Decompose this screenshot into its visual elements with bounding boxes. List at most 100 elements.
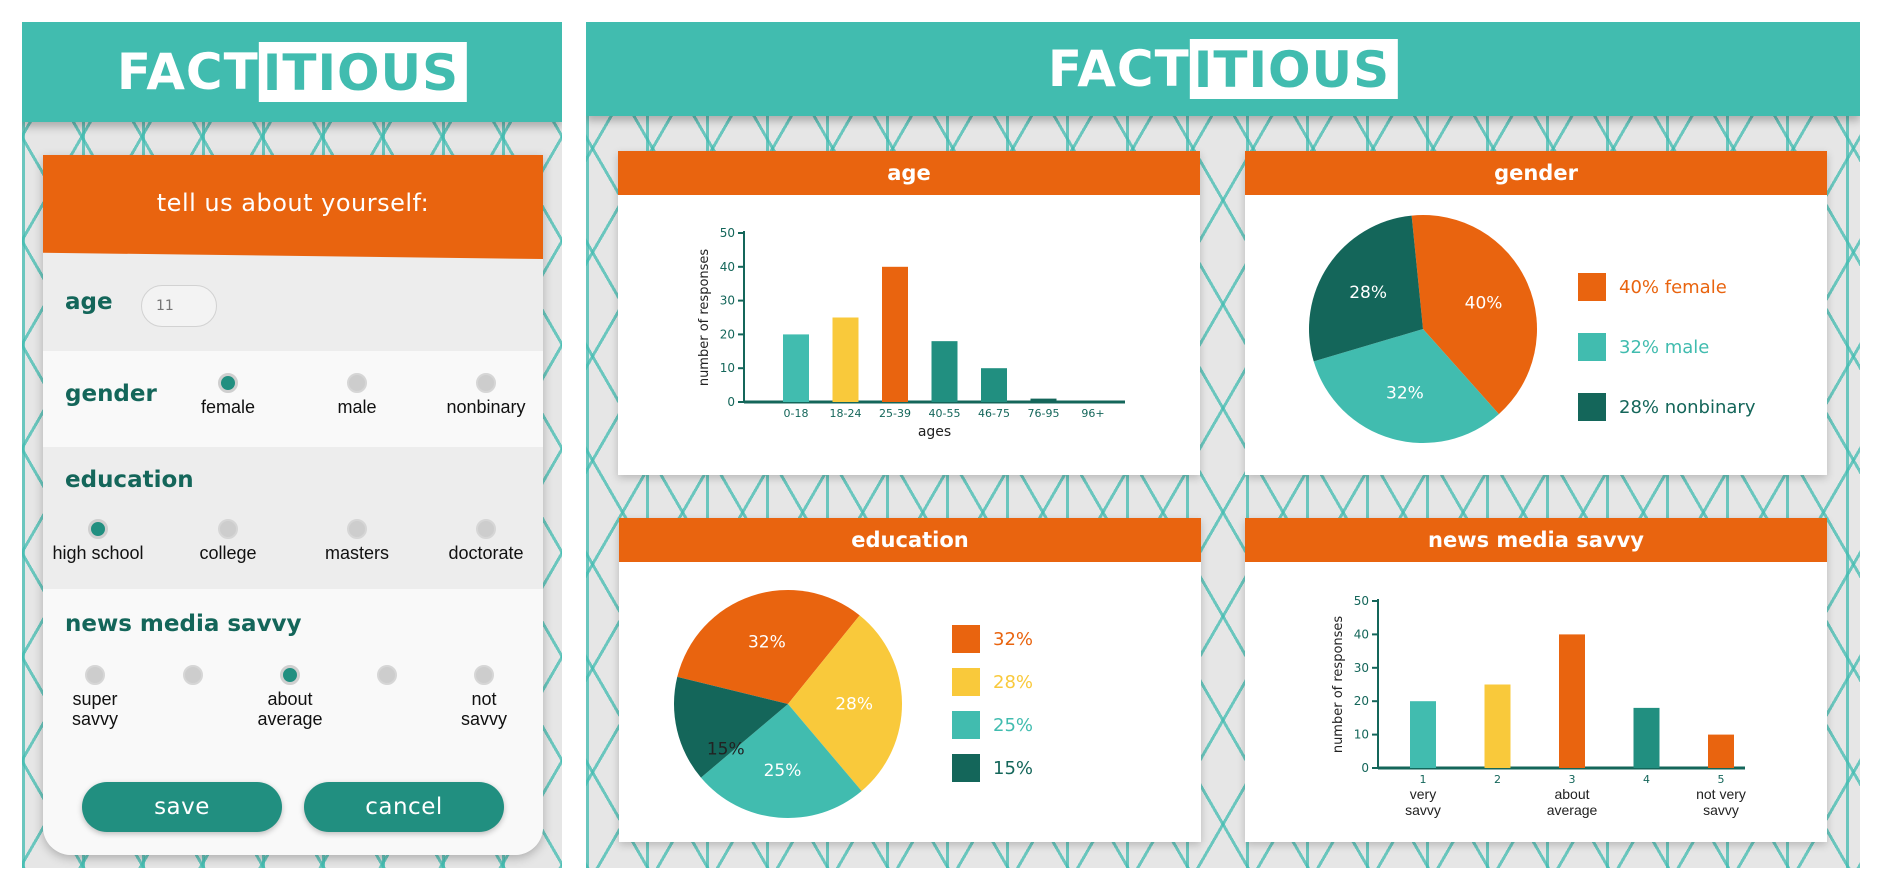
- savvy-radio-5[interactable]: [474, 665, 494, 685]
- x-tick-label: 1: [1420, 773, 1427, 786]
- gender-radio-male[interactable]: [347, 373, 367, 393]
- x-tick-label: 76-95: [1028, 407, 1060, 420]
- y-axis-label: number of responses: [1331, 616, 1346, 754]
- savvy-chart-title: news media savvy: [1245, 518, 1827, 562]
- education-radio-college[interactable]: [218, 519, 238, 539]
- education-radio-doctorate[interactable]: [476, 519, 496, 539]
- y-tick-label: 30: [720, 294, 735, 308]
- gender-option-label: nonbinary: [446, 397, 526, 417]
- legend-swatch: [1578, 273, 1606, 301]
- education-label: education: [65, 467, 194, 493]
- form-banner: tell us about yourself:: [43, 155, 543, 259]
- pie-slice: [788, 615, 902, 792]
- savvy-label: news media savvy: [65, 611, 302, 637]
- x-tick-label: 25-39: [879, 407, 911, 420]
- legend-swatch: [1578, 333, 1606, 361]
- y-tick-label: 30: [1354, 661, 1369, 675]
- age-input[interactable]: [141, 285, 217, 327]
- savvy-option-1[interactable]: super savvy: [43, 665, 150, 729]
- form-card: tell us about yourself: age gender femal…: [43, 155, 543, 855]
- age-section: age: [43, 259, 543, 351]
- legend-swatch: [952, 711, 980, 739]
- y-tick-label: 50: [1354, 594, 1369, 608]
- logo: FACT ITIOUS: [1048, 39, 1399, 99]
- pie-slice-label: 15%: [707, 740, 745, 760]
- age-bar-chart: 0 10 20 30 40 50 number of responses 0-18 18-24 2…: [697, 226, 1125, 440]
- gender-option-male[interactable]: male: [302, 373, 412, 417]
- legend-swatch: [1578, 393, 1606, 421]
- gender-radio-female[interactable]: [218, 373, 238, 393]
- y-tick-label: 0: [1361, 761, 1369, 775]
- dashboard-panel: FACT ITIOUS age 0 10 20 30 40 50 number of resp…: [586, 22, 1860, 868]
- x-tick-label: 4: [1643, 773, 1650, 786]
- pie-slice: [674, 676, 788, 778]
- gender-chart-card: gender 40% 32% 28% 40% female 32% male 28% no…: [1245, 151, 1827, 475]
- y-tick-label: 10: [1354, 728, 1369, 742]
- gender-option-female[interactable]: female: [173, 373, 283, 417]
- x-tick-label: 40-55: [929, 407, 961, 420]
- education-option-college[interactable]: college: [173, 519, 283, 563]
- y-tick-label: 50: [720, 226, 735, 240]
- pie-slice-label: 28%: [835, 694, 873, 714]
- bar: [1030, 398, 1057, 402]
- gender-option-label: male: [337, 397, 377, 417]
- age-chart-title: age: [618, 151, 1200, 195]
- slice-leader-line: [681, 727, 703, 745]
- education-option-masters[interactable]: masters: [302, 519, 412, 563]
- pie-slice: [1313, 329, 1499, 443]
- pie-slice-label: 32%: [748, 632, 786, 652]
- gender-label: gender: [65, 381, 157, 407]
- education-radio-high-school[interactable]: [88, 519, 108, 539]
- savvy-option-2[interactable]: [138, 665, 248, 685]
- gender-radio-nonbinary[interactable]: [476, 373, 496, 393]
- legend-label: 28%: [993, 672, 1033, 693]
- pie-slice: [1309, 215, 1423, 362]
- gender-option-nonbinary[interactable]: nonbinary: [431, 373, 541, 417]
- x-category-sublabel: savvy: [1405, 802, 1441, 818]
- education-radio-masters[interactable]: [347, 519, 367, 539]
- pie-slice: [700, 704, 862, 818]
- bar: [1484, 684, 1511, 768]
- cancel-button[interactable]: cancel: [304, 782, 504, 832]
- savvy-radio-4[interactable]: [377, 665, 397, 685]
- bar: [981, 368, 1007, 402]
- age-label: age: [65, 289, 113, 315]
- savvy-option-label: about average: [257, 689, 323, 729]
- savvy-option-4[interactable]: [332, 665, 442, 685]
- y-tick-label: 20: [1354, 694, 1369, 708]
- gender-pie-chart: 40% 32% 28% 40% female 32% male 28% nonbinary: [1309, 215, 1756, 443]
- pie-slice: [677, 590, 860, 704]
- bar: [931, 341, 958, 402]
- savvy-radio-3[interactable]: [280, 665, 300, 685]
- y-tick-label: 0: [727, 395, 735, 409]
- savvy-option-label: not savvy: [460, 689, 507, 729]
- education-option-high-school[interactable]: high school: [43, 519, 153, 563]
- pie-slice-label: 28%: [1349, 283, 1387, 303]
- savvy-radio-2[interactable]: [183, 665, 203, 685]
- y-tick-label: 10: [720, 361, 735, 375]
- bar: [1559, 634, 1585, 768]
- savvy-option-5[interactable]: not savvy: [429, 665, 539, 729]
- savvy-radio-1[interactable]: [85, 665, 105, 685]
- education-chart-title: education: [619, 518, 1201, 562]
- gender-section: gender female male nonbinary: [43, 351, 543, 447]
- bar: [832, 317, 859, 402]
- x-tick-label: 18-24: [830, 407, 862, 420]
- bar: [783, 334, 809, 402]
- education-option-doctorate[interactable]: doctorate: [431, 519, 541, 563]
- gender-option-label: female: [200, 397, 256, 417]
- y-tick-label: 40: [720, 260, 735, 274]
- logo-part-2: ITIOUS: [1189, 39, 1399, 99]
- education-option-label: high school: [52, 543, 144, 563]
- savvy-option-3[interactable]: about average: [235, 665, 345, 729]
- bar: [1708, 734, 1734, 768]
- pie-slice-label: 32%: [1386, 384, 1424, 404]
- pie-slice-label: 40%: [1465, 293, 1503, 313]
- savvy-option-label: super savvy: [71, 689, 118, 729]
- x-category-sublabel: not very: [1696, 786, 1746, 802]
- y-tick-label: 40: [1354, 627, 1369, 641]
- bar: [1410, 701, 1436, 768]
- legend-swatch: [952, 625, 980, 653]
- save-button[interactable]: save: [82, 782, 282, 832]
